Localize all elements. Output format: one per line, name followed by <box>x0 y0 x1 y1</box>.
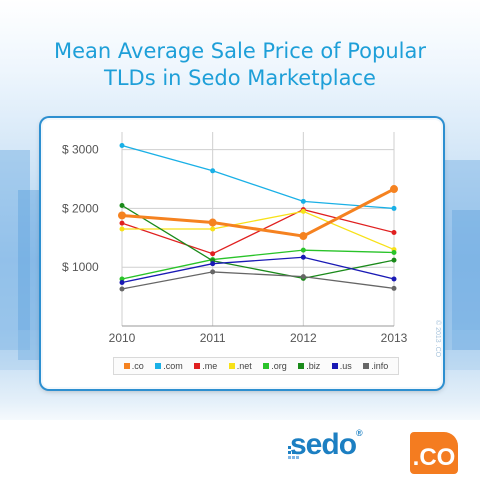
series-co <box>118 185 398 241</box>
footer <box>0 420 480 480</box>
legend-item: .biz <box>298 361 320 371</box>
data-point <box>300 274 306 280</box>
co-logo: .CO <box>410 432 458 474</box>
y-tick-label: $ 1000 <box>62 260 99 274</box>
legend-swatch <box>263 363 270 369</box>
data-point <box>208 218 217 227</box>
data-point <box>119 286 125 292</box>
y-tick-label: $ 2000 <box>62 201 99 215</box>
legend-label: .co <box>131 361 144 371</box>
sedo-mark-icon <box>288 446 299 459</box>
y-tick-label: $ 3000 <box>62 143 99 157</box>
legend-label: .com <box>163 361 183 371</box>
data-point <box>390 185 398 194</box>
legend-item: .org <box>263 361 287 371</box>
legend-swatch <box>155 363 162 369</box>
sedo-registered-mark: ® <box>356 428 363 438</box>
chart-legend: .co .com .me .net .org .biz .us .info <box>113 357 399 375</box>
legend-swatch <box>123 363 130 369</box>
data-point <box>391 285 397 291</box>
series-line <box>121 204 395 280</box>
data-point <box>119 226 125 232</box>
data-point <box>119 220 125 226</box>
data-point <box>299 232 308 241</box>
data-point <box>119 276 125 282</box>
axis-layer: $ 1000 $ 2000 $ 3000 2010 2011 2012 2013 <box>62 143 408 345</box>
data-point <box>391 250 397 256</box>
legend-item: .me <box>194 361 217 371</box>
series-us <box>119 254 397 285</box>
series-layer <box>118 143 398 292</box>
legend-swatch <box>363 363 370 369</box>
series-info <box>119 269 397 292</box>
series-line <box>121 187 395 238</box>
series-line <box>121 271 395 290</box>
data-point <box>210 168 216 174</box>
x-tick-label: 2013 <box>381 331 408 345</box>
sedo-logo: sedo® <box>290 428 363 462</box>
series-line <box>121 256 395 284</box>
data-point <box>300 247 306 253</box>
legend-swatch <box>331 363 338 369</box>
sedo-logo-text: sedo <box>290 428 357 461</box>
legend-label: .org <box>271 361 287 371</box>
legend-label: .biz <box>306 361 321 371</box>
data-point <box>300 254 306 260</box>
copyright-text: © 2013 .CO <box>434 320 441 358</box>
data-point <box>391 230 397 236</box>
title-line-2: TLDs in Sedo Marketplace <box>104 66 376 90</box>
data-point <box>118 211 126 220</box>
data-point <box>210 269 216 275</box>
legend-label: .us <box>339 361 352 371</box>
legend-item: .co <box>123 361 144 371</box>
legend-swatch <box>194 363 201 369</box>
legend-item: .net <box>228 361 252 371</box>
data-point <box>210 251 216 257</box>
x-tick-label: 2011 <box>200 331 226 345</box>
legend-item: .com <box>155 361 183 371</box>
series-com <box>119 143 397 211</box>
legend-item: .info <box>363 361 388 371</box>
series-me <box>119 207 397 257</box>
data-point <box>300 198 306 204</box>
series-line <box>121 144 395 210</box>
title-line-1: Mean Average Sale Price of Popular <box>54 39 426 63</box>
series-org <box>119 247 397 282</box>
x-tick-label: 2012 <box>290 331 317 345</box>
co-logo-text: .CO <box>412 444 456 471</box>
data-point <box>391 205 397 211</box>
x-tick-label: 2010 <box>109 331 136 345</box>
legend-item: .us <box>331 361 352 371</box>
series-line <box>121 208 395 255</box>
data-point <box>119 202 125 208</box>
chart-panel <box>41 118 443 389</box>
chart-title: Mean Average Sale Price of Popular TLDs … <box>0 38 480 92</box>
data-point <box>300 208 306 214</box>
legend-swatch <box>228 363 235 369</box>
data-point <box>391 257 397 263</box>
data-point <box>119 279 125 285</box>
legend-swatch <box>298 363 305 369</box>
data-point <box>391 276 397 282</box>
data-point <box>210 226 216 232</box>
legend-label: .me <box>202 361 218 371</box>
series-line <box>121 249 395 280</box>
data-point <box>119 143 125 149</box>
series-line <box>122 210 395 251</box>
data-point <box>210 261 216 267</box>
series-net <box>119 208 397 253</box>
legend-label: .info <box>371 361 389 371</box>
legend-label: .net <box>236 361 252 371</box>
